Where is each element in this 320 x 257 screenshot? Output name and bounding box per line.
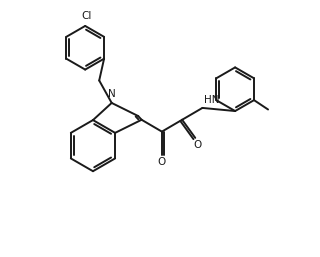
- Text: N: N: [108, 89, 116, 99]
- Text: O: O: [158, 158, 166, 168]
- Text: Cl: Cl: [82, 11, 92, 21]
- Text: O: O: [194, 140, 202, 150]
- Text: HN: HN: [204, 95, 220, 105]
